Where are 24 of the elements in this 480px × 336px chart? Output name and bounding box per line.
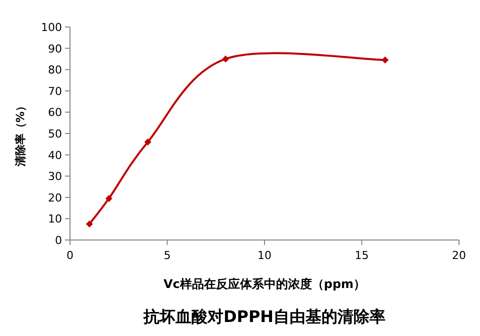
- y-tick-label: 80: [48, 64, 62, 77]
- y-tick-label: 40: [48, 148, 62, 162]
- y-tick-label: 90: [48, 42, 62, 56]
- y-tick-label: 20: [48, 191, 62, 204]
- y-tick-label: 70: [48, 84, 62, 98]
- point: [382, 56, 389, 64]
- y-tick-label: 60: [48, 106, 62, 120]
- y-tick-label: 0: [55, 234, 62, 247]
- x-tick-label: 15: [354, 249, 369, 262]
- y-axis-title: 清除率（%）: [14, 100, 27, 168]
- y-tick-label: 30: [48, 170, 62, 184]
- x-axis-title: Vc样品在反应体系中的浓度（ppm）: [163, 277, 366, 291]
- point: [144, 138, 152, 146]
- x-tick-label: 10: [258, 249, 272, 262]
- y-tick-label: 10: [48, 212, 62, 226]
- point: [105, 194, 112, 202]
- text: 抗坏血酸对DPPH自由基的清除率: [142, 307, 386, 326]
- x-tick-label: 0: [66, 249, 74, 262]
- x-tick-label: 5: [164, 249, 171, 262]
- y-tick-label: 100: [41, 21, 62, 34]
- x-tick-label: 20: [452, 249, 466, 262]
- y-tick-label: 50: [48, 128, 62, 140]
- point: [86, 220, 93, 228]
- point: [222, 55, 230, 62]
